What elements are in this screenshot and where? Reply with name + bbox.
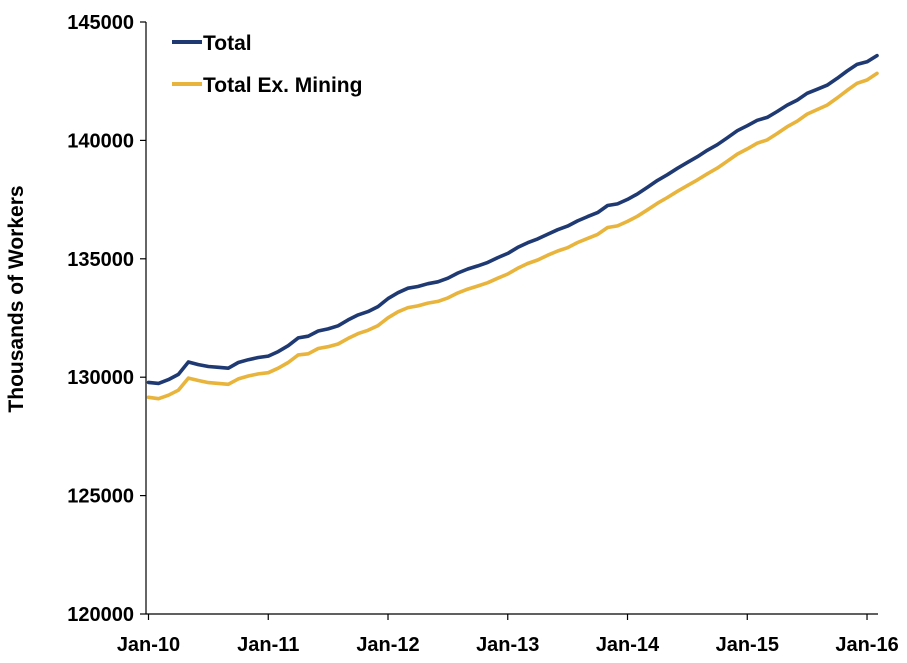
y-tick-label: 120000 xyxy=(67,604,134,626)
x-tick-label: Jan-16 xyxy=(835,634,898,656)
x-tick-label: Jan-15 xyxy=(716,634,779,656)
y-axis-title-group: Thousands of Workers xyxy=(5,185,28,412)
x-tick-label: Jan-11 xyxy=(237,634,299,656)
series-line-2 xyxy=(146,71,879,401)
y-tick-label: 145000 xyxy=(67,12,134,34)
legend: Total Total Ex. Mining xyxy=(172,32,362,97)
x-tick-label: Jan-12 xyxy=(356,634,419,656)
y-tick-label: 125000 xyxy=(67,486,134,508)
legend-label: Total Ex. Mining xyxy=(203,74,362,97)
x-tick-label: Jan-14 xyxy=(596,634,660,656)
y-tick-label: 140000 xyxy=(67,130,134,152)
series-line-1 xyxy=(146,53,879,386)
x-tick-label: Jan-13 xyxy=(476,634,539,656)
x-tick-label: Jan-10 xyxy=(117,634,180,656)
y-tick-label: 130000 xyxy=(67,367,134,389)
x-ticks: Jan-10 Jan-11 Jan-12 Jan-13 Jan-14 Jan-15 Jan-… xyxy=(117,614,899,656)
legend-label: Total xyxy=(203,32,252,55)
series-lines xyxy=(146,53,879,401)
y-axis-title: Thousands of Workers xyxy=(5,185,28,412)
y-tick-label: 135000 xyxy=(67,249,134,271)
y-ticks: 120000 125000 130000 135000 140000 145000 xyxy=(67,12,146,626)
